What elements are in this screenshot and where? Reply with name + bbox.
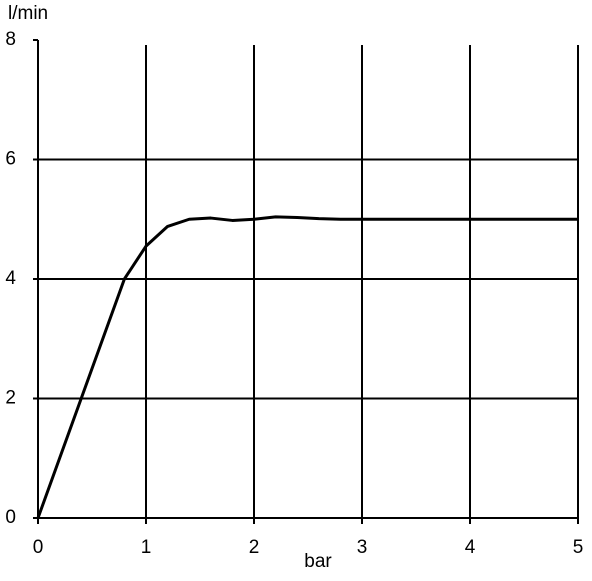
x-tick-label: 0 [33, 537, 44, 558]
line-series [36, 215, 578, 519]
y-tick-label: 0 [5, 507, 16, 528]
x-tick-label: 5 [573, 537, 584, 558]
x-axis-label: bar [304, 551, 332, 572]
y-tick-label: 4 [5, 268, 16, 289]
y-tick-label: 6 [5, 149, 16, 170]
x-tick-label: 2 [249, 537, 260, 558]
y-tick-label: 2 [5, 388, 16, 409]
x-tick-label: 4 [465, 537, 476, 558]
x-tick-label: 1 [141, 537, 152, 558]
y-axis-label: l/min [8, 3, 48, 24]
x-tick-label: 3 [357, 537, 368, 558]
y-tick-label: 8 [5, 29, 16, 50]
